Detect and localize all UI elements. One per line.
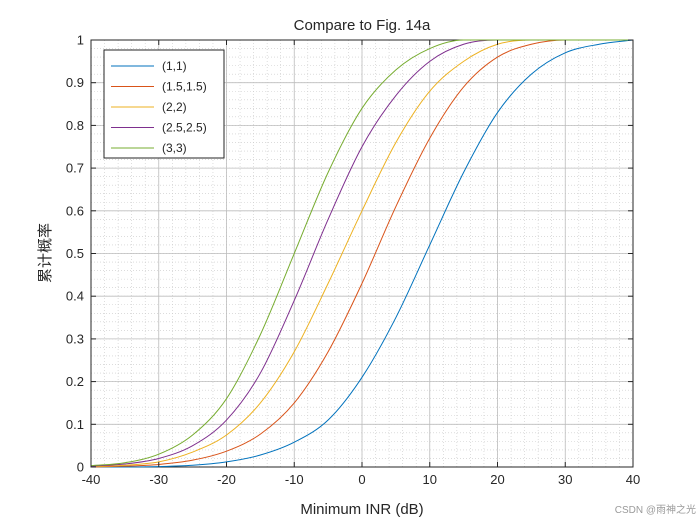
legend-label-2: (1.5,1.5)	[162, 80, 207, 94]
y-tick-label: 0.9	[66, 75, 84, 90]
y-tick-label: 0.1	[66, 417, 84, 432]
series-layer	[90, 39, 634, 468]
legend-label-1: (1,1)	[162, 59, 187, 73]
x-tick-label: 30	[558, 472, 572, 487]
series-line-2	[90, 39, 633, 468]
x-tick-label: 20	[490, 472, 504, 487]
legend-label-4: (2.5,2.5)	[162, 121, 207, 135]
x-tick-label: 10	[423, 472, 437, 487]
x-tick-label: -40	[82, 472, 101, 487]
legend-box	[103, 49, 225, 159]
x-tick-label: -10	[285, 472, 304, 487]
y-tick-label: 0.2	[66, 374, 84, 389]
legend-label-3: (2,2)	[162, 100, 187, 114]
y-tick-label: 1	[77, 33, 84, 48]
series-line-5	[90, 39, 633, 467]
y-axis-label: 累计概率	[37, 223, 54, 283]
y-tick-label: 0.7	[66, 161, 84, 176]
chart-title: Compare to Fig. 14a	[294, 17, 431, 34]
x-tick-label: 0	[358, 472, 365, 487]
x-tick-label: 40	[626, 472, 640, 487]
y-tick-label: 0.6	[66, 203, 84, 218]
y-tick-label: 0.4	[66, 289, 84, 304]
y-tick-label: 0.8	[66, 118, 84, 133]
legend: (1,1) (1.5,1.5) (2,2) (2.5,2.5) (3,3)	[103, 49, 225, 159]
legend-label-5: (3,3)	[162, 141, 187, 155]
watermark: CSDN @雨神之光	[615, 503, 696, 516]
x-tick-label: -20	[217, 472, 236, 487]
y-tick-label: 0.3	[66, 331, 84, 346]
x-tick-label: -30	[149, 472, 168, 487]
x-axis-label: Minimum INR (dB)	[300, 501, 423, 518]
series-line-1	[90, 39, 634, 468]
y-tick-label: 0.5	[66, 246, 84, 261]
axes-layer: -40 -30 -20 -10 0 10 20 30 40 0 0.1 0.2 0.3 0.4 0.5 0.6…	[66, 33, 640, 488]
y-tick-label: 0	[77, 460, 84, 475]
